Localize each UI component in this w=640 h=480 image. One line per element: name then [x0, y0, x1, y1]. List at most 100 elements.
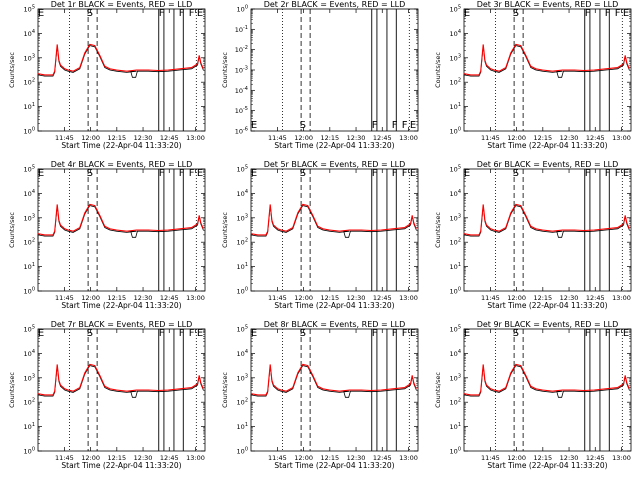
event-marker-label: S: [87, 328, 93, 339]
plot-frame: [250, 8, 419, 132]
y-axis-label: Counts/sec: [434, 212, 442, 248]
event-marker-label: E: [623, 328, 629, 339]
y-tick-label: 102: [237, 398, 248, 407]
y-tick-label: 105: [237, 325, 248, 334]
event-marker-label: F: [605, 168, 611, 179]
chart-title-4: Det 4r BLACK = Events, RED = LLD: [51, 160, 193, 169]
event-marker-label: F: [179, 328, 185, 339]
series-events-line: [37, 365, 204, 400]
x-tick-label: 11:45: [481, 294, 500, 302]
chart-title-5: Det 5r BLACK = Events, RED = LLD: [264, 160, 406, 169]
event-marker-label: F: [179, 8, 185, 19]
chart-panel-3: Det 3r BLACK = Events, RED = LLD 100 101 10…: [434, 0, 632, 150]
y-tick-label: 103: [237, 213, 248, 222]
series-lld-line: [463, 363, 630, 396]
series-events-line: [250, 365, 417, 400]
y-tick-label: 103: [450, 373, 461, 382]
series-lld-line: [463, 43, 630, 76]
event-marker-label: E: [251, 168, 257, 179]
x-axis-label: Start Time (22-Apr-04 11:33:20): [487, 301, 607, 310]
series-lld-line: [37, 203, 204, 236]
x-tick-label: 12:15: [533, 134, 552, 142]
x-tick-label: 11:45: [55, 454, 74, 462]
plot-frame: [463, 8, 632, 132]
y-tick-label: 10-5: [235, 106, 248, 115]
y-tick-label: 102: [237, 238, 248, 247]
plot-frame: [463, 328, 632, 452]
x-axis-label: Start Time (22-Apr-04 11:33:20): [274, 301, 394, 310]
y-tick-label: 102: [450, 238, 461, 247]
y-axis-label: Counts/sec: [8, 212, 16, 248]
event-marker-label: E: [38, 8, 44, 19]
x-axis-label: Start Time (22-Apr-04 11:33:20): [61, 141, 181, 150]
x-tick-label: 12:00: [81, 134, 100, 142]
y-axis-label: Counts/sec: [8, 372, 16, 408]
x-tick-label: 12:00: [294, 134, 313, 142]
x-tick-label: 13:00: [612, 294, 631, 302]
event-marker-label: E: [38, 328, 44, 339]
event-marker-label: E: [464, 168, 470, 179]
x-tick-label: 12:45: [160, 134, 179, 142]
chart-panel-7: Det 7r BLACK = Events, RED = LLD 100 101 10…: [8, 320, 206, 470]
event-marker-label: S: [513, 168, 519, 179]
x-axis-label: Start Time (22-Apr-04 11:33:20): [487, 141, 607, 150]
event-marker-label: E: [38, 168, 44, 179]
x-tick-label: 12:45: [160, 294, 179, 302]
x-tick-label: 11:45: [268, 454, 287, 462]
y-axis-label: Counts/sec: [221, 212, 229, 248]
y-axis-label: Counts/sec: [221, 372, 229, 408]
y-tick-label: 100: [24, 287, 35, 296]
chart-panel-6: Det 6r BLACK = Events, RED = LLD 100 101 10…: [434, 160, 632, 310]
y-tick-label: 104: [237, 349, 248, 358]
x-tick-label: 12:00: [507, 134, 526, 142]
event-marker-label: E: [251, 120, 257, 131]
y-tick-label: 101: [24, 102, 35, 111]
event-marker-label: F: [189, 328, 195, 339]
y-tick-label: 100: [450, 287, 461, 296]
event-marker-label: F: [392, 120, 398, 131]
x-tick-label: 12:45: [373, 134, 392, 142]
x-tick-label: 12:15: [533, 294, 552, 302]
x-tick-label: 12:15: [107, 134, 126, 142]
y-tick-label: 102: [24, 78, 35, 87]
event-marker-label: E: [410, 328, 416, 339]
x-tick-label: 12:15: [533, 454, 552, 462]
y-tick-label: 104: [450, 189, 461, 198]
event-marker-label: F: [402, 168, 408, 179]
event-marker-label: F: [392, 168, 398, 179]
y-tick-label: 105: [24, 5, 35, 14]
chart-panel-1: Det 1r BLACK = Events, RED = LLD 100 101 10…: [8, 0, 206, 150]
event-marker-label: F: [392, 328, 398, 339]
y-tick-label: 100: [450, 447, 461, 456]
event-marker-label: F: [585, 328, 591, 339]
y-tick-label: 105: [237, 165, 248, 174]
series-events-line: [463, 45, 630, 80]
event-marker-label: F: [615, 328, 621, 339]
event-marker-label: S: [87, 168, 93, 179]
series-lld-line: [37, 363, 204, 396]
y-tick-label: 10-2: [235, 45, 248, 54]
x-axis-label: Start Time (22-Apr-04 11:33:20): [274, 461, 394, 470]
event-marker-label: S: [87, 8, 93, 19]
y-tick-label: 101: [24, 262, 35, 271]
event-marker-label: E: [623, 168, 629, 179]
x-tick-label: 12:00: [507, 454, 526, 462]
y-tick-label: 103: [24, 373, 35, 382]
x-tick-label: 11:45: [55, 294, 74, 302]
y-tick-label: 101: [450, 102, 461, 111]
event-marker-label: E: [623, 8, 629, 19]
y-tick-label: 102: [450, 398, 461, 407]
event-marker-label: E: [197, 168, 203, 179]
event-marker-label: F: [372, 168, 378, 179]
x-axis-label: Start Time (22-Apr-04 11:33:20): [274, 141, 394, 150]
event-marker-label: E: [197, 328, 203, 339]
x-axis-label: Start Time (22-Apr-04 11:33:20): [61, 461, 181, 470]
y-tick-label: 102: [24, 398, 35, 407]
y-tick-label: 101: [450, 422, 461, 431]
y-tick-label: 103: [450, 53, 461, 62]
y-tick-label: 105: [450, 5, 461, 14]
x-tick-label: 11:45: [268, 134, 287, 142]
y-tick-label: 105: [24, 325, 35, 334]
series-events-line: [37, 45, 204, 80]
x-tick-label: 12:45: [586, 454, 605, 462]
